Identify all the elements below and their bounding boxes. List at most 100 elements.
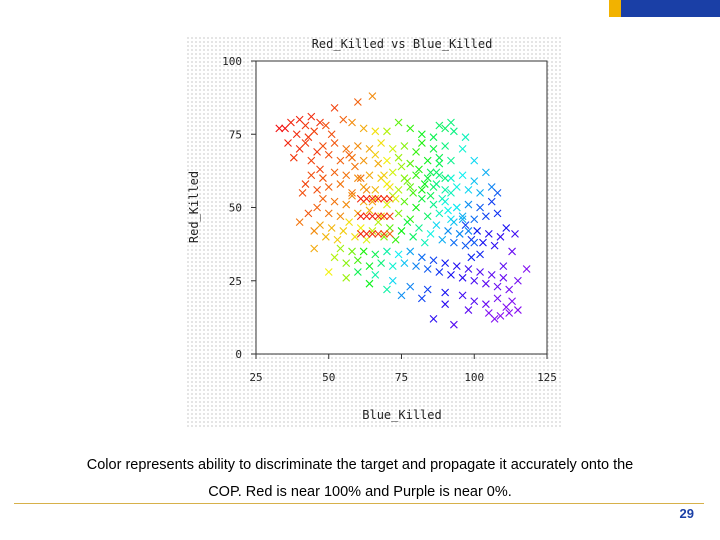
data-point	[487, 183, 496, 191]
data-point	[371, 150, 380, 159]
data-point	[368, 227, 377, 235]
data-point	[383, 200, 391, 209]
data-point	[385, 224, 394, 232]
data-point	[420, 180, 429, 188]
data-point	[371, 186, 380, 194]
data-point	[310, 244, 319, 253]
data-point	[522, 265, 531, 273]
data-point	[458, 273, 467, 282]
data-point	[385, 194, 394, 203]
data-point	[368, 194, 377, 203]
data-point	[397, 291, 406, 300]
data-point	[348, 188, 356, 197]
data-point	[441, 300, 450, 309]
data-point	[403, 218, 412, 227]
data-point	[441, 259, 450, 268]
data-point	[359, 247, 368, 256]
data-point	[394, 153, 403, 162]
data-point	[342, 273, 351, 282]
data-point	[417, 139, 426, 147]
data-point	[420, 238, 429, 247]
data-point	[470, 276, 479, 285]
data-point	[289, 153, 298, 162]
data-point	[423, 265, 432, 273]
data-point	[493, 188, 502, 197]
data-point	[429, 200, 438, 209]
data-point	[371, 271, 380, 279]
data-point	[377, 259, 386, 268]
data-point	[324, 209, 333, 218]
data-point	[351, 232, 359, 241]
data-point	[397, 227, 406, 235]
data-point	[415, 224, 423, 232]
data-point	[380, 232, 388, 241]
data-point	[464, 200, 473, 209]
data-point	[284, 139, 292, 147]
data-point	[435, 121, 444, 130]
data-point	[409, 188, 418, 197]
data-point	[435, 268, 444, 276]
data-point	[400, 259, 409, 268]
footer-rule	[14, 503, 704, 504]
data-point	[374, 159, 383, 168]
data-point	[417, 194, 426, 203]
data-point	[374, 218, 383, 227]
data-point	[365, 171, 374, 180]
data-point	[423, 156, 432, 165]
data-point	[356, 224, 365, 232]
data-point	[441, 174, 450, 183]
data-point	[295, 218, 304, 227]
data-point	[330, 197, 339, 206]
data-point	[374, 194, 383, 203]
data-point	[388, 262, 397, 270]
data-point	[449, 127, 458, 136]
data-point	[482, 212, 490, 221]
data-point	[385, 229, 394, 238]
data-point	[359, 156, 368, 165]
data-point	[447, 188, 455, 197]
y-tick-label: 100	[222, 55, 242, 68]
data-point	[368, 197, 377, 206]
data-point	[292, 130, 301, 139]
data-point	[362, 235, 371, 244]
data-point	[321, 121, 330, 130]
data-point	[327, 224, 336, 232]
data-point	[423, 174, 432, 183]
data-point	[508, 297, 516, 306]
data-point	[406, 282, 415, 291]
data-point	[394, 186, 403, 194]
data-point	[484, 309, 493, 317]
data-point	[482, 279, 490, 288]
caption-line-1: Color represents ability to discriminate…	[86, 457, 634, 473]
data-point	[441, 142, 450, 150]
x-tick-label: 25	[249, 371, 262, 384]
data-point	[307, 112, 316, 121]
data-point	[287, 118, 295, 127]
data-point	[388, 168, 397, 177]
data-point	[365, 279, 374, 288]
caption-line-2: COP. Red is near 100% and Purple is near…	[208, 484, 512, 500]
data-point	[470, 238, 479, 247]
data-point	[383, 247, 391, 256]
data-point	[438, 194, 447, 203]
data-point	[295, 145, 304, 153]
data-point	[499, 262, 508, 270]
data-point	[496, 312, 505, 320]
data-point	[447, 174, 455, 183]
data-point	[330, 168, 339, 177]
data-point	[391, 194, 400, 203]
chart-title: Red_Killed vs Blue_Killed	[312, 37, 493, 51]
data-point	[429, 145, 438, 153]
data-point	[502, 303, 511, 312]
x-tick-label: 100	[464, 371, 484, 384]
data-point	[412, 203, 420, 212]
data-point	[441, 288, 450, 297]
plot-area	[255, 60, 548, 355]
data-point	[467, 253, 476, 262]
data-point	[412, 262, 420, 270]
data-point	[490, 314, 499, 323]
data-point	[319, 142, 327, 150]
data-point	[429, 314, 438, 323]
y-tick-label: 25	[229, 275, 242, 288]
data-point	[458, 291, 467, 300]
